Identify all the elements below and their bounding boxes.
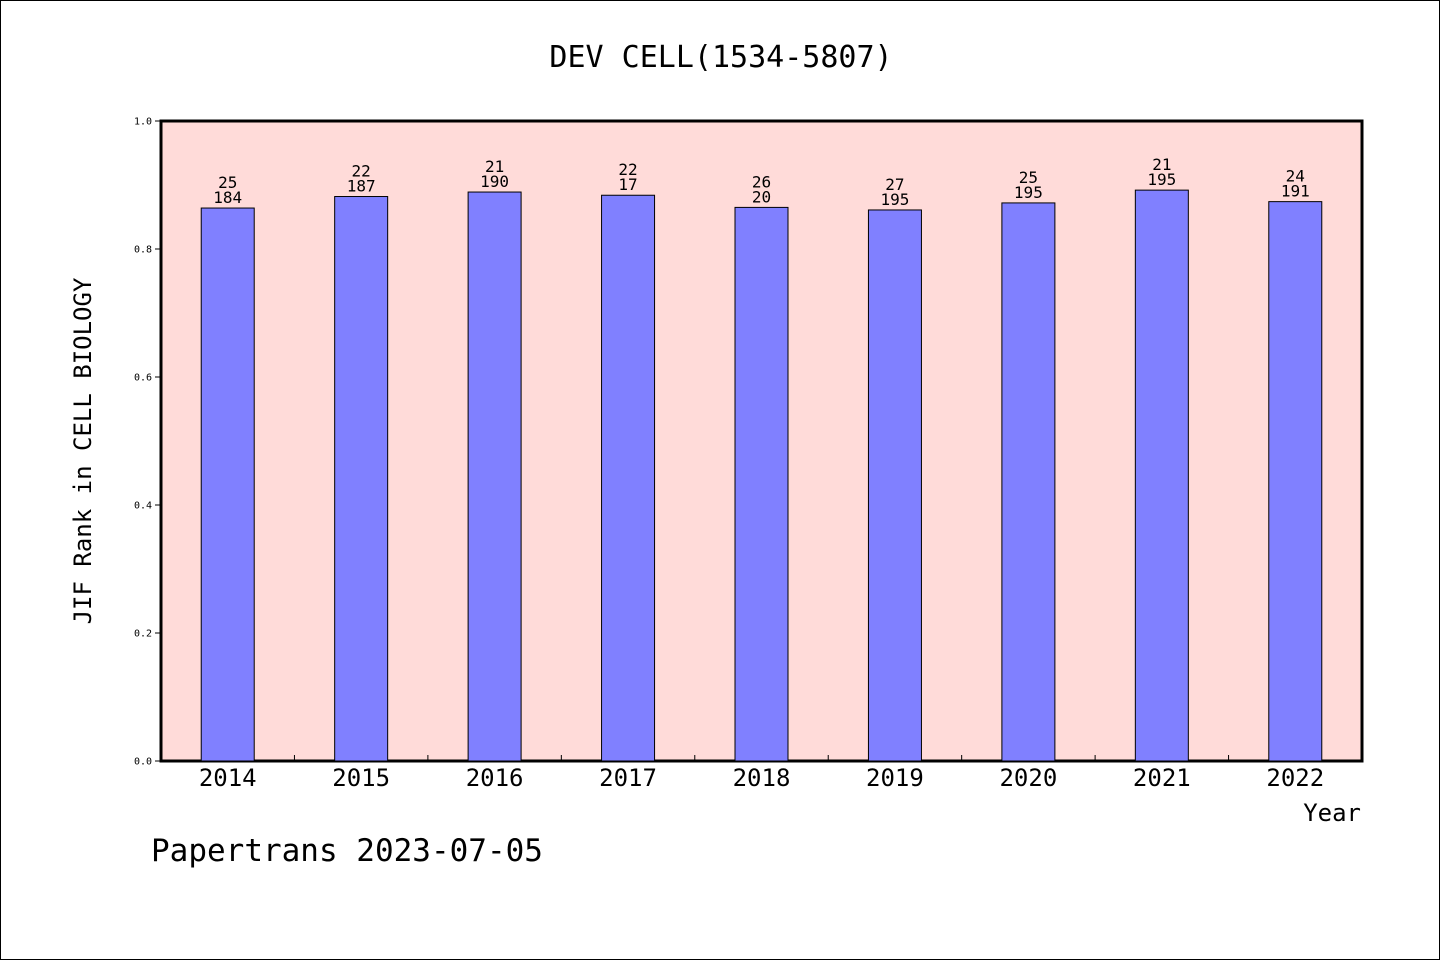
total-label-2017: 17 bbox=[618, 175, 637, 194]
bar-2020 bbox=[1001, 202, 1056, 762]
x-tick-label-2016: 2016 bbox=[466, 764, 524, 792]
total-label-2022: 191 bbox=[1281, 182, 1310, 201]
y-tick-label-0.0: 0.0 bbox=[134, 757, 152, 768]
bar-2014 bbox=[200, 207, 255, 762]
bar-2021 bbox=[1134, 189, 1189, 762]
x-tick-label-2017: 2017 bbox=[599, 764, 657, 792]
rank-label-2020: 25 bbox=[1019, 168, 1038, 187]
bar-2017 bbox=[601, 194, 656, 762]
bars bbox=[200, 189, 1323, 762]
y-tick-label-0.2: 0.2 bbox=[134, 629, 152, 640]
y-tick-label-1.0: 1.0 bbox=[134, 117, 152, 128]
total-label-2019: 195 bbox=[880, 190, 909, 209]
x-axis-label: Year bbox=[1303, 799, 1361, 827]
total-label-2014: 184 bbox=[213, 188, 242, 207]
bar-2016 bbox=[467, 191, 522, 762]
x-tick-label-2015: 2015 bbox=[332, 764, 390, 792]
rank-label-2014: 25 bbox=[218, 173, 237, 192]
total-label-2018: 20 bbox=[752, 187, 771, 206]
total-label-2016: 190 bbox=[480, 172, 509, 191]
total-label-2021: 195 bbox=[1147, 170, 1176, 189]
y-axis-label: JIF Rank in CELL BIOLOGY bbox=[69, 277, 97, 624]
rank-label-2016: 21 bbox=[485, 157, 504, 176]
x-axis: 2014 2015 2016 2017 2018 2019 2020 2021 2022 bbox=[199, 755, 1324, 792]
x-tick-label-2022: 2022 bbox=[1266, 764, 1324, 792]
rank-label-2021: 21 bbox=[1152, 155, 1171, 174]
x-tick-label-2014: 2014 bbox=[199, 764, 257, 792]
bar-2018 bbox=[734, 206, 789, 762]
y-axis: 0.0 0.2 0.4 0.6 0.8 1.0 bbox=[134, 117, 161, 768]
rank-label-2022: 24 bbox=[1286, 167, 1305, 186]
y-tick-label-0.8: 0.8 bbox=[134, 245, 152, 256]
chart-title: DEV CELL(1534-5807) bbox=[549, 40, 892, 75]
x-tick-label-2019: 2019 bbox=[866, 764, 924, 792]
y-tick-label-0.4: 0.4 bbox=[134, 501, 152, 512]
y-tick-label-0.6: 0.6 bbox=[134, 373, 152, 384]
rank-label-2015: 22 bbox=[352, 162, 371, 181]
bar-2019 bbox=[867, 209, 922, 762]
total-label-2015: 187 bbox=[347, 177, 376, 196]
footer-source-date: Papertrans 2023-07-05 bbox=[151, 833, 543, 869]
rank-label-2017: 22 bbox=[618, 160, 637, 179]
bar-2022 bbox=[1268, 201, 1323, 762]
x-tick-label-2021: 2021 bbox=[1133, 764, 1191, 792]
rank-label-2019: 27 bbox=[885, 175, 904, 194]
x-tick-label-2018: 2018 bbox=[733, 764, 791, 792]
total-label-2020: 195 bbox=[1014, 183, 1043, 202]
bar-2015 bbox=[334, 196, 389, 762]
x-tick-label-2020: 2020 bbox=[999, 764, 1057, 792]
rank-label-2018: 26 bbox=[752, 172, 771, 191]
